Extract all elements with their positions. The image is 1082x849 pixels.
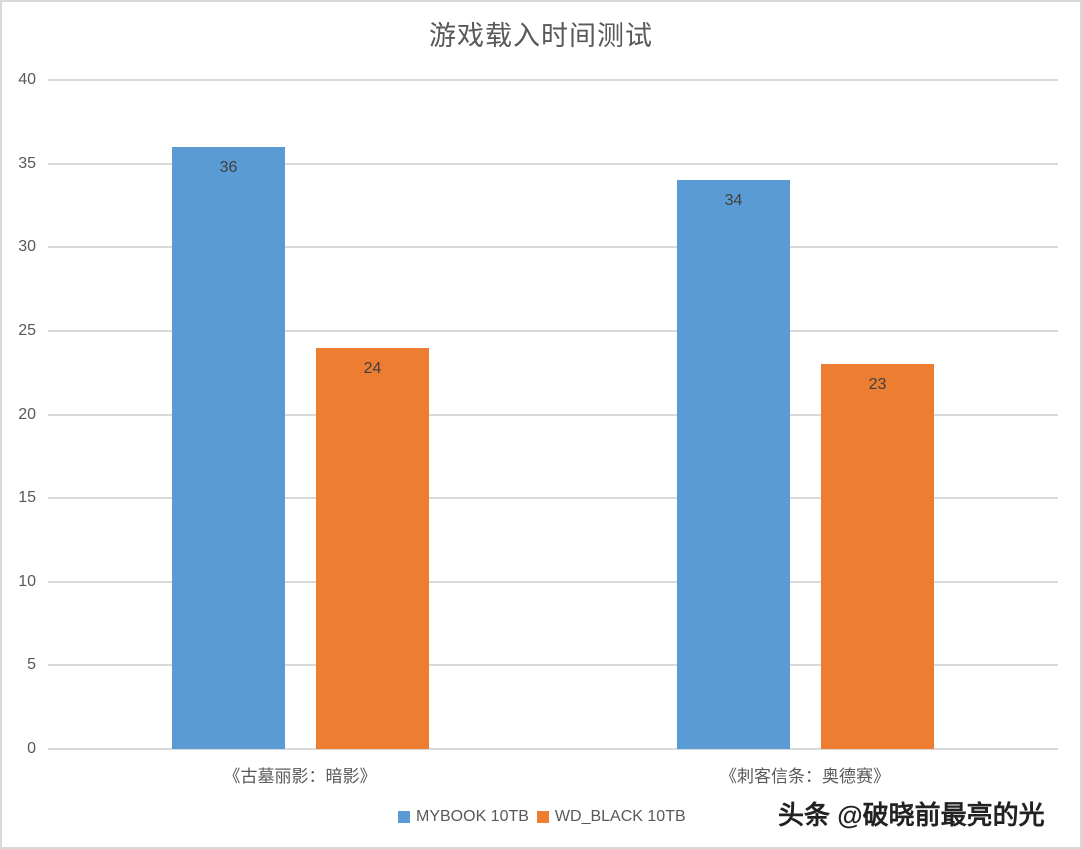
gridline (48, 79, 1058, 81)
bar: 23 (821, 364, 934, 749)
gridline (48, 748, 1058, 750)
y-tick-label: 0 (27, 740, 36, 757)
y-tick-label: 5 (27, 656, 36, 674)
chart-title: 游戏载入时间测试 (429, 21, 653, 52)
gridline (48, 162, 1058, 165)
y-tick-label: 10 (18, 572, 36, 590)
y-tick-label: 40 (18, 71, 36, 88)
legend-item-mybook: MYBOOK 10TB (398, 808, 529, 826)
gridline (48, 580, 1058, 583)
y-tick-label: 35 (18, 154, 36, 172)
gridline (48, 497, 1058, 500)
gridline (48, 329, 1058, 332)
gridline (48, 664, 1058, 667)
gridline (48, 246, 1058, 249)
plot-area: 0 5 10 15 20 25 30 35 40 36 24 34 23 (18, 71, 1058, 757)
bar-value-label: 36 (219, 158, 238, 176)
bar: 36 (172, 146, 285, 749)
legend: MYBOOK 10TB WD_BLACK 10TB (398, 808, 694, 826)
y-tick-label: 25 (18, 321, 36, 339)
gridline (48, 413, 1058, 416)
watermark: 头条 @破晓前最亮的光 (778, 800, 1045, 830)
x-category-label: 《刺客信条：奥德赛》 (720, 767, 890, 787)
legend-swatch-blue (398, 811, 410, 823)
bar-value-label: 34 (724, 192, 743, 210)
bar: 24 (316, 347, 429, 749)
x-category-label: 《古墓丽影：暗影》 (223, 767, 377, 787)
legend-item-wdblack: WD_BLACK 10TB (536, 808, 686, 826)
bar-value-label: 24 (363, 359, 382, 377)
y-tick-label: 15 (18, 489, 36, 507)
legend-label: WD_BLACK 10TB (554, 808, 686, 825)
y-tick-label: 20 (18, 405, 36, 423)
bar: 34 (677, 180, 790, 749)
y-tick-label: 30 (18, 238, 36, 256)
legend-swatch-orange (536, 811, 549, 823)
bar-value-label: 23 (868, 376, 887, 394)
legend-label: MYBOOK 10TB (416, 808, 529, 825)
